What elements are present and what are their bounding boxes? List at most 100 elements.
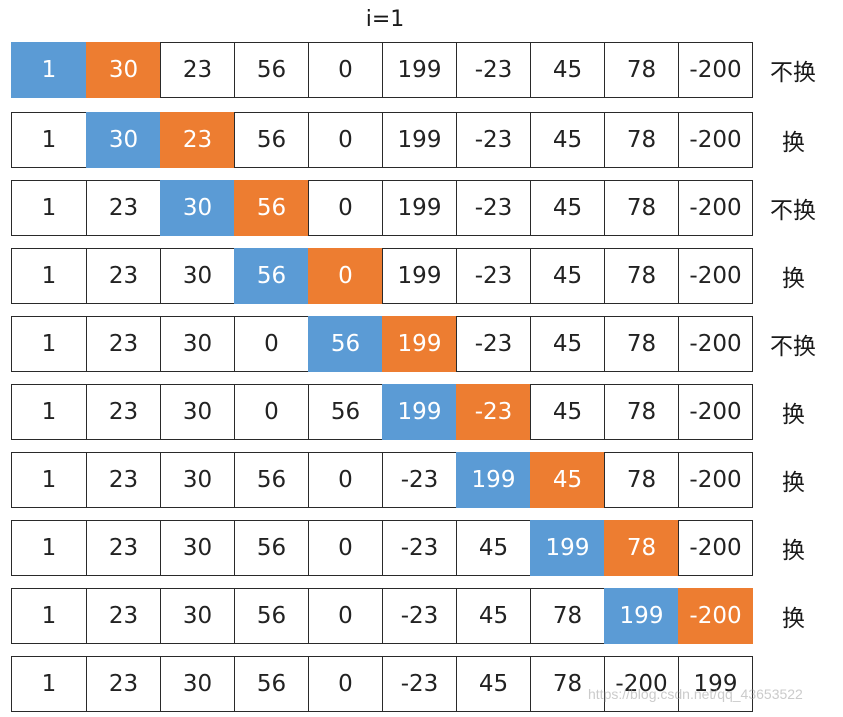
array-cell: -200 bbox=[678, 42, 753, 98]
array-cell: 199 bbox=[530, 520, 605, 576]
array-cell: -23 bbox=[456, 248, 531, 304]
array-cell: -200 bbox=[678, 520, 753, 576]
array-cell: 78 bbox=[604, 42, 679, 98]
array-cell: -23 bbox=[382, 520, 457, 576]
swap-label: 不换 bbox=[770, 60, 816, 86]
array-cell: 1 bbox=[11, 520, 87, 576]
array-cell: 0 bbox=[308, 180, 383, 236]
array-cell: 78 bbox=[604, 384, 679, 440]
array-cell: 23 bbox=[160, 112, 235, 168]
array-cell: 56 bbox=[234, 588, 309, 644]
array-row: 1 30 23 56 0 199 -23 45 78 -200 bbox=[11, 42, 762, 98]
array-cell: 45 bbox=[456, 520, 531, 576]
array-cell: 1 bbox=[11, 112, 87, 168]
swap-label: 换 bbox=[782, 402, 805, 428]
array-cell: 23 bbox=[86, 384, 161, 440]
array-row: 1 23 30 56 0 -23 199 45 78 -200 bbox=[11, 452, 762, 508]
array-cell: -200 bbox=[678, 316, 753, 372]
array-cell: 0 bbox=[308, 588, 383, 644]
swap-label: 换 bbox=[782, 130, 805, 156]
array-cell: 30 bbox=[160, 588, 235, 644]
array-cell: 199 bbox=[382, 42, 457, 98]
array-cell: 56 bbox=[234, 248, 309, 304]
array-cell: 199 bbox=[382, 180, 457, 236]
array-cell: 78 bbox=[530, 588, 605, 644]
watermark: https://blog.csdn.net/qq_43653522 bbox=[588, 686, 803, 702]
swap-label: 换 bbox=[782, 538, 805, 564]
array-cell: 0 bbox=[234, 316, 309, 372]
array-cell: 30 bbox=[86, 112, 161, 168]
array-cell: 199 bbox=[382, 384, 457, 440]
array-row: 1 23 30 0 56 199 -23 45 78 -200 bbox=[11, 384, 762, 440]
array-cell: 30 bbox=[160, 520, 235, 576]
swap-label: 不换 bbox=[770, 198, 816, 224]
array-cell: -23 bbox=[456, 316, 531, 372]
array-cell: 0 bbox=[308, 42, 383, 98]
array-cell: 0 bbox=[308, 112, 383, 168]
array-cell: 56 bbox=[234, 656, 309, 712]
array-row: 1 23 30 0 56 199 -23 45 78 -200 bbox=[11, 316, 762, 372]
array-cell: 56 bbox=[234, 42, 309, 98]
array-cell: 23 bbox=[86, 452, 161, 508]
array-cell: -23 bbox=[382, 588, 457, 644]
array-cell: 30 bbox=[160, 656, 235, 712]
array-cell: 199 bbox=[382, 112, 457, 168]
array-cell: 23 bbox=[86, 180, 161, 236]
array-cell: 0 bbox=[308, 656, 383, 712]
array-cell: -200 bbox=[678, 384, 753, 440]
array-cell: 1 bbox=[11, 180, 87, 236]
array-row: 1 23 30 56 0 -23 45 78 199 -200 bbox=[11, 588, 762, 644]
array-cell: -200 bbox=[678, 112, 753, 168]
array-cell: -23 bbox=[456, 112, 531, 168]
array-cell: -200 bbox=[678, 248, 753, 304]
array-cell: 30 bbox=[160, 452, 235, 508]
array-cell: 0 bbox=[308, 452, 383, 508]
array-cell: 45 bbox=[530, 112, 605, 168]
array-cell: 56 bbox=[234, 520, 309, 576]
array-cell: -23 bbox=[456, 384, 531, 440]
array-cell: -200 bbox=[678, 452, 753, 508]
array-cell: 23 bbox=[160, 42, 235, 98]
array-cell: 45 bbox=[456, 588, 531, 644]
array-cell: 1 bbox=[11, 248, 87, 304]
array-cell: 78 bbox=[604, 112, 679, 168]
array-cell: 30 bbox=[160, 248, 235, 304]
array-cell: 78 bbox=[604, 316, 679, 372]
array-cell: 199 bbox=[382, 316, 457, 372]
array-cell: 56 bbox=[234, 452, 309, 508]
array-cell: 1 bbox=[11, 656, 87, 712]
array-cell: 1 bbox=[11, 384, 87, 440]
array-cell: 56 bbox=[308, 384, 383, 440]
array-cell: 56 bbox=[308, 316, 383, 372]
array-cell: 0 bbox=[308, 248, 383, 304]
array-cell: 199 bbox=[604, 588, 679, 644]
array-cell: 1 bbox=[11, 588, 87, 644]
array-cell: 23 bbox=[86, 316, 161, 372]
array-cell: 199 bbox=[678, 656, 753, 712]
array-row: 1 30 23 56 0 199 -23 45 78 -200 bbox=[11, 112, 762, 168]
swap-label: 换 bbox=[782, 606, 805, 632]
array-cell: 1 bbox=[11, 316, 87, 372]
array-cell: 45 bbox=[530, 248, 605, 304]
array-cell: 45 bbox=[456, 656, 531, 712]
array-cell: 199 bbox=[382, 248, 457, 304]
array-cell: 30 bbox=[160, 180, 235, 236]
array-cell: -23 bbox=[456, 42, 531, 98]
swap-label: 换 bbox=[782, 266, 805, 292]
array-cell: -200 bbox=[678, 180, 753, 236]
array-cell: 1 bbox=[11, 452, 87, 508]
array-cell: 78 bbox=[604, 248, 679, 304]
array-cell: 30 bbox=[86, 42, 161, 98]
array-cell: 199 bbox=[456, 452, 531, 508]
array-cell: 45 bbox=[530, 316, 605, 372]
array-row: 1 23 30 56 0 199 -23 45 78 -200 bbox=[11, 248, 762, 304]
array-cell: 23 bbox=[86, 520, 161, 576]
array-row: 1 23 30 56 0 -23 45 78 -200 199 bbox=[11, 656, 762, 712]
array-cell: -200 bbox=[678, 588, 753, 644]
array-cell: -23 bbox=[382, 452, 457, 508]
array-cell: 0 bbox=[308, 520, 383, 576]
swap-label: 换 bbox=[782, 470, 805, 496]
array-cell: 45 bbox=[530, 42, 605, 98]
swap-label: 不换 bbox=[770, 334, 816, 360]
array-cell: 23 bbox=[86, 656, 161, 712]
